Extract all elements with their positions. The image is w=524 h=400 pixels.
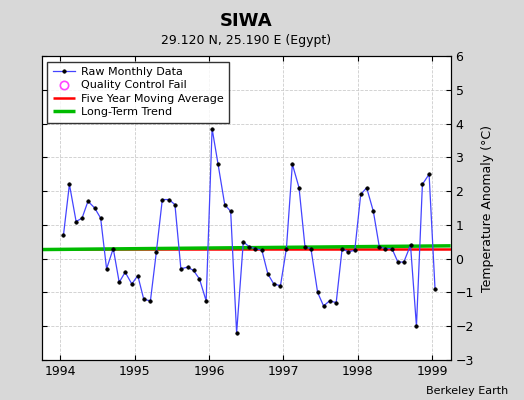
Raw Monthly Data (432, 287, 438, 292)
Text: Berkeley Earth: Berkeley Earth (426, 386, 508, 396)
Raw Monthly Data (190, 268, 196, 273)
Text: 29.120 N, 25.190 E (Egypt): 29.120 N, 25.190 E (Egypt) (161, 34, 331, 47)
Raw Monthly Data (296, 185, 302, 190)
Legend: Raw Monthly Data, Quality Control Fail, Five Year Moving Average, Long-Term Tren: Raw Monthly Data, Quality Control Fail, … (48, 62, 229, 123)
Y-axis label: Temperature Anomaly (°C): Temperature Anomaly (°C) (481, 124, 494, 292)
Raw Monthly Data (135, 273, 141, 278)
Raw Monthly Data (60, 233, 67, 238)
Raw Monthly Data (147, 298, 154, 303)
Raw Monthly Data (209, 126, 215, 131)
Raw Monthly Data (234, 330, 240, 335)
Raw Monthly Data (270, 282, 277, 286)
Text: SIWA: SIWA (220, 12, 272, 30)
Line: Raw Monthly Data: Raw Monthly Data (62, 127, 437, 335)
Raw Monthly Data (395, 260, 401, 264)
